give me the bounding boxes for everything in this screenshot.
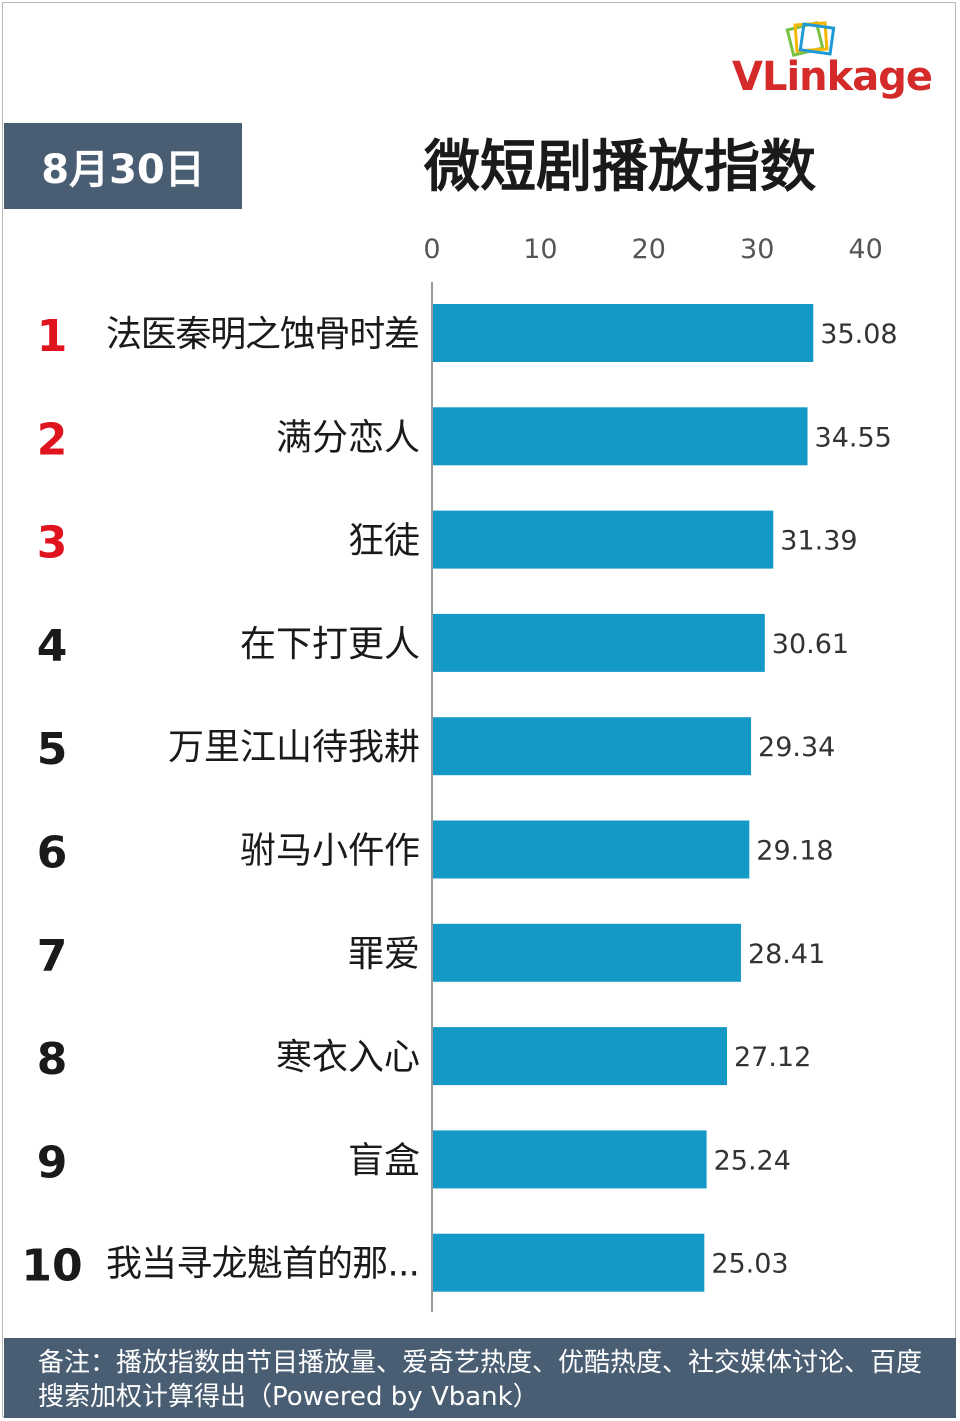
bar bbox=[433, 1027, 727, 1086]
category-label: 法医秦明之蚀骨时差 bbox=[106, 314, 420, 355]
rank-label: 1 bbox=[37, 311, 68, 362]
bar bbox=[433, 613, 765, 672]
bar bbox=[433, 407, 808, 466]
category-label: 盲盒 bbox=[348, 1140, 420, 1181]
category-label: 驸马小仵作 bbox=[240, 831, 420, 872]
x-tick-label: 0 bbox=[423, 234, 440, 265]
data-label: 31.39 bbox=[780, 526, 857, 557]
category-label: 满分恋人 bbox=[276, 417, 420, 458]
data-label: 29.34 bbox=[758, 732, 835, 763]
x-tick-label: 10 bbox=[523, 234, 557, 265]
rank-label: 3 bbox=[37, 518, 68, 569]
bar bbox=[433, 717, 752, 776]
data-label: 25.24 bbox=[714, 1145, 791, 1176]
date-label: 8月30日 bbox=[4, 123, 242, 209]
rank-label: 2 bbox=[37, 414, 68, 465]
bar bbox=[433, 1233, 705, 1292]
bar bbox=[433, 1130, 707, 1189]
rank-label: 10 bbox=[21, 1241, 82, 1292]
category-label: 罪爱 bbox=[348, 934, 420, 975]
category-label: 在下打更人 bbox=[240, 624, 420, 665]
bar bbox=[433, 510, 774, 569]
category-label: 狂徒 bbox=[348, 521, 420, 562]
rank-label: 5 bbox=[37, 724, 68, 775]
bar bbox=[433, 923, 741, 982]
chart-title: 微短剧播放指数 bbox=[424, 135, 816, 200]
x-tick-label: 20 bbox=[632, 234, 666, 265]
data-label: 25.03 bbox=[711, 1249, 788, 1280]
rank-label: 6 bbox=[37, 828, 68, 879]
vlinkage-logo: VLinkage bbox=[728, 18, 954, 108]
data-label: 34.55 bbox=[815, 422, 892, 453]
bar-chart: 0 10 20 30 40 35.08 法医秦明之蚀骨时差 1 34.55 满分恋人 2 31.39 狂… bbox=[21, 234, 898, 1312]
x-tick-label: 40 bbox=[848, 234, 882, 265]
data-label: 27.12 bbox=[734, 1042, 811, 1073]
logo-text: VLinkage bbox=[732, 54, 933, 100]
logo-text-part2: age bbox=[852, 54, 933, 100]
x-tick-label: 30 bbox=[740, 234, 774, 265]
rank-label: 9 bbox=[37, 1137, 68, 1188]
logo-mark-icon bbox=[785, 20, 836, 58]
data-label: 28.41 bbox=[748, 939, 825, 970]
rank-label: 8 bbox=[37, 1034, 68, 1085]
data-label: 29.18 bbox=[756, 836, 833, 867]
bar bbox=[433, 304, 814, 362]
data-label: 30.61 bbox=[772, 629, 849, 660]
logo-text-part1: VLink bbox=[732, 54, 853, 100]
category-label: 寒衣入心 bbox=[276, 1037, 420, 1078]
category-label: 万里江山待我耕 bbox=[168, 727, 420, 768]
data-label: 35.08 bbox=[820, 319, 897, 350]
rank-label: 7 bbox=[37, 931, 68, 982]
rank-label: 4 bbox=[37, 621, 68, 672]
bar bbox=[433, 820, 750, 879]
category-label: 我当寻龙魁首的那... bbox=[106, 1244, 420, 1285]
footer-note: 备注：播放指数由节目播放量、爱奇艺热度、优酷热度、社交媒体讨论、百度搜索加权计算… bbox=[4, 1338, 956, 1418]
